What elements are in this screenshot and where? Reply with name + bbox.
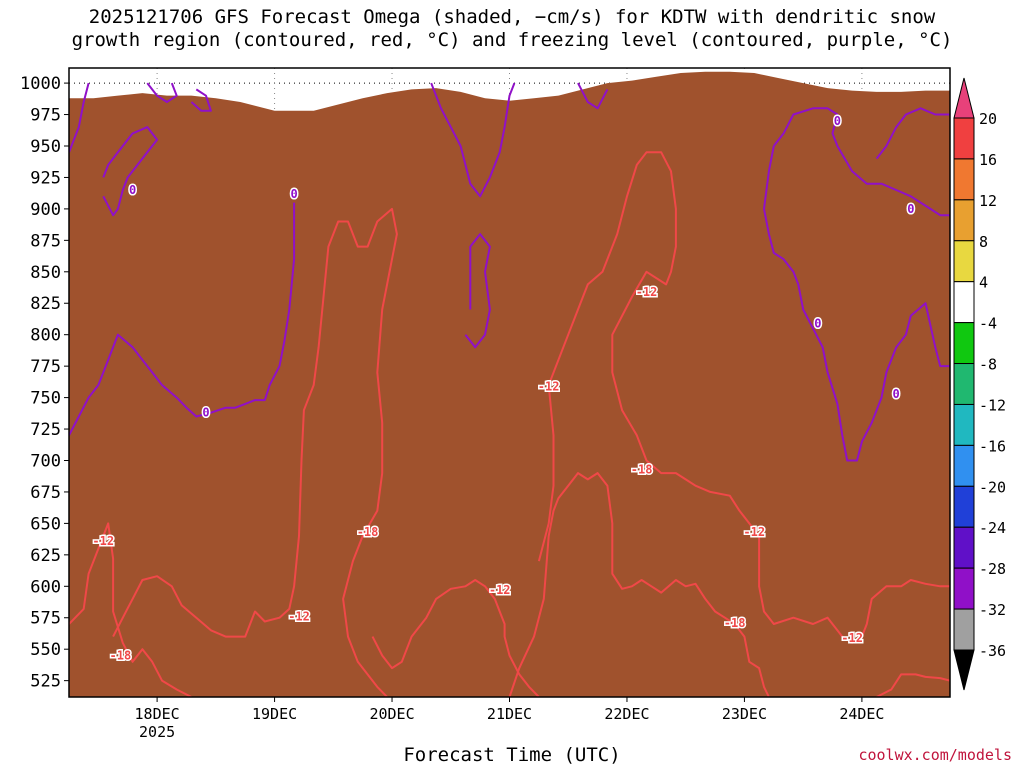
- colorbar-box: [953, 608, 975, 651]
- chart-title-line-2: growth region (contoured, red, °C) and f…: [71, 29, 953, 51]
- y-tick-label: 825: [30, 294, 61, 314]
- dendritic-contour-label: -18: [631, 462, 653, 476]
- y-tick-label: 1000: [20, 74, 61, 94]
- freezing-contour-label: 0: [893, 387, 900, 401]
- freezing-contour-line: [190, 88, 212, 112]
- x-tick-sublabel: 2025: [139, 723, 175, 741]
- y-tick-label: 625: [30, 546, 61, 566]
- freezing-contour-line: [69, 82, 90, 153]
- freezing-contour-line: [102, 126, 159, 217]
- y-tick-label: 525: [30, 672, 61, 692]
- x-tick-label: 24DEC: [839, 705, 884, 723]
- colorbar-box: [953, 363, 975, 405]
- colorbar-box: [953, 281, 975, 324]
- dendritic-contour-line: [112, 207, 398, 697]
- colorbar-box: [953, 158, 975, 201]
- freezing-contour-line: [430, 82, 516, 198]
- colorbar-top-arrow: [953, 77, 975, 119]
- dendritic-contour-label: -12: [743, 525, 765, 539]
- x-axis-label: Forecast Time (UTC): [403, 744, 621, 766]
- x-tick-label: 22DEC: [604, 705, 649, 723]
- freezing-contour-line: [773, 107, 950, 217]
- colorbar-level-label: -20: [979, 478, 1006, 496]
- chart-title: 2025121706 GFS Forecast Omega (shaded, −…: [0, 6, 1024, 52]
- colorbar-level-label: 16: [979, 151, 997, 169]
- freezing-contour-label: 0: [834, 114, 841, 128]
- chart-title-line-1: 2025121706 GFS Forecast Omega (shaded, −…: [88, 6, 936, 28]
- colorbar-box: [953, 444, 975, 487]
- colorbar-box: [953, 567, 975, 610]
- y-tick-label: 700: [30, 451, 61, 471]
- colorbar-level-label: -36: [979, 642, 1006, 660]
- freezing-contour-line: [577, 82, 609, 110]
- colorbar-level-label: -8: [979, 356, 997, 374]
- y-tick-label: 750: [30, 389, 61, 409]
- terrain-fill: [69, 71, 950, 697]
- freezing-contour-line: [146, 82, 178, 103]
- colorbar-box: [953, 322, 975, 365]
- colorbar-box: [953, 403, 975, 446]
- colorbar-box: [953, 485, 975, 528]
- freezing-contour-label: 0: [202, 406, 209, 420]
- y-tick-label: 675: [30, 483, 61, 503]
- y-tick-label: 900: [30, 200, 61, 220]
- freezing-contour-line: [464, 233, 491, 349]
- x-tick-label: 18DEC: [135, 705, 180, 723]
- x-tick-label: 21DEC: [487, 705, 532, 723]
- y-tick-label: 800: [30, 326, 61, 346]
- dendritic-contour-label: -12: [489, 583, 511, 597]
- y-tick-label: 950: [30, 137, 61, 157]
- x-tick-label: 19DEC: [252, 705, 297, 723]
- y-tick-label: 875: [30, 231, 61, 251]
- dendritic-contour-label: -12: [841, 631, 863, 645]
- x-tick-label: 20DEC: [369, 705, 414, 723]
- colorbar-level-label: -32: [979, 601, 1006, 619]
- x-tick-label: 23DEC: [722, 705, 767, 723]
- dendritic-contour-label: -18: [357, 525, 379, 539]
- freezing-contour-label: 0: [291, 187, 298, 201]
- colorbar-box: [953, 117, 975, 160]
- freezing-contour-line: [875, 107, 950, 160]
- y-tick-label: 575: [30, 609, 61, 629]
- credit-link[interactable]: coolwx.com/models: [858, 746, 1012, 764]
- dendritic-contour-label: -12: [288, 609, 310, 623]
- y-tick-label: 775: [30, 357, 61, 377]
- colorbar-box: [953, 240, 975, 283]
- colorbar-level-label: -24: [979, 519, 1006, 537]
- colorbar-level-label: -28: [979, 560, 1006, 578]
- colorbar-level-label: -16: [979, 437, 1006, 455]
- freezing-contour-label: 0: [907, 202, 914, 216]
- y-tick-label: 975: [30, 106, 61, 126]
- dendritic-contour-label: -18: [724, 616, 746, 630]
- dendritic-contour-line: [876, 673, 950, 697]
- colorbar-bottom-arrow: [953, 649, 975, 691]
- dendritic-contour-line: [537, 151, 950, 644]
- y-tick-label: 650: [30, 514, 61, 534]
- y-tick-label: 850: [30, 263, 61, 283]
- dendritic-contour-label: -12: [538, 379, 560, 393]
- colorbar-level-label: 8: [979, 233, 988, 251]
- freezing-contour-line: [69, 202, 296, 436]
- colorbar-level-label: 12: [979, 192, 997, 210]
- dendritic-contour-label: -12: [92, 534, 114, 548]
- y-tick-label: 600: [30, 577, 61, 597]
- y-tick-label: 925: [30, 168, 61, 188]
- freezing-contour-label: 0: [814, 316, 821, 330]
- freezing-contour-line: [763, 145, 950, 462]
- dendritic-contour-line: [371, 579, 540, 697]
- colorbar-level-label: -12: [979, 396, 1006, 414]
- y-tick-label: 725: [30, 420, 61, 440]
- dendritic-contour-label: -12: [636, 285, 658, 299]
- dendritic-contour-line: [508, 472, 770, 697]
- plot-area: -18 -12 -12 -18 -12 -18 -12 -12 -18 -12 -12 0 0 0 0 0 0 0: [69, 68, 950, 697]
- y-tick-label: 550: [30, 640, 61, 660]
- colorbar-level-label: 4: [979, 274, 988, 292]
- colorbar-box: [953, 526, 975, 569]
- colorbar-level-label: -4: [979, 315, 997, 333]
- freezing-contour-label: 0: [129, 183, 136, 197]
- colorbar-level-label: 20: [979, 110, 997, 128]
- dendritic-contour-label: -18: [110, 648, 132, 662]
- colorbar-box: [953, 199, 975, 242]
